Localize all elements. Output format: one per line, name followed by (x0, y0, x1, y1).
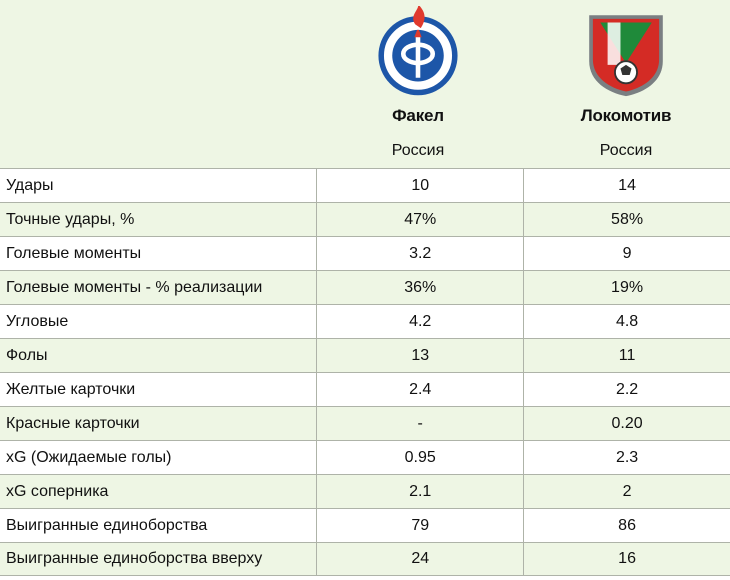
stat-label: Угловые (6, 312, 69, 330)
stat-label: Удары (6, 176, 54, 194)
stat-label: xG соперника (6, 482, 109, 500)
stat-value-lokomotiv: 16 (523, 543, 730, 575)
table-row: Удары 10 14 (0, 168, 730, 202)
stat-label: Точные удары, % (6, 210, 135, 228)
stat-value-lokomotiv: 2.3 (523, 441, 730, 474)
stat-label: Желтые карточки (6, 380, 136, 398)
table-row: xG (Ожидаемые голы) 0.95 2.3 (0, 440, 730, 474)
team-column-lokomotiv: Локомотив Россия (526, 0, 726, 168)
table-row: xG соперника 2.1 2 (0, 474, 730, 508)
table-row: Фолы 13 11 (0, 338, 730, 372)
stat-label: Выигранные единоборства вверху (6, 550, 263, 567)
stat-label: Фолы (6, 346, 48, 364)
team-country-fakel: Россия (391, 142, 445, 159)
stat-value-lokomotiv: 0.20 (523, 407, 730, 440)
stat-value-lokomotiv: 14 (523, 169, 730, 202)
table-row: Выигранные единоборства 79 86 (0, 508, 730, 542)
table-row: Точные удары, % 47% 58% (0, 202, 730, 236)
stat-value-fakel: 13 (316, 339, 523, 372)
stat-value-lokomotiv: 86 (523, 509, 730, 542)
table-header: Факел Россия Локомотив Россия (0, 0, 730, 168)
stat-value-lokomotiv: 58% (523, 203, 730, 236)
stat-value-fakel: 10 (316, 169, 523, 202)
table-row: Угловые 4.2 4.8 (0, 304, 730, 338)
stat-value-lokomotiv: 9 (523, 237, 730, 270)
table-row: Голевые моменты 3.2 9 (0, 236, 730, 270)
stat-label: Голевые моменты (6, 244, 142, 262)
stat-value-fakel: 2.4 (316, 373, 523, 406)
stat-value-lokomotiv: 11 (523, 339, 730, 372)
stat-value-fakel: 4.2 (316, 305, 523, 338)
table-row: Желтые карточки 2.4 2.2 (0, 372, 730, 406)
stat-value-fakel: 2.1 (316, 475, 523, 508)
team-name-fakel: Факел (392, 106, 444, 125)
stat-label: Красные карточки (6, 414, 140, 432)
stat-value-fakel: 24 (316, 543, 523, 575)
stat-value-lokomotiv: 4.8 (523, 305, 730, 338)
stat-label: Выигранные единоборства (6, 516, 208, 534)
stats-rows: Удары 10 14 Точные удары, % 47% 58% Голе… (0, 168, 730, 576)
stat-value-fakel: 3.2 (316, 237, 523, 270)
table-row: Выигранные единоборства вверху 24 16 (0, 542, 730, 576)
stat-value-fakel: - (316, 407, 523, 440)
stat-value-lokomotiv: 19% (523, 271, 730, 304)
stat-value-lokomotiv: 2 (523, 475, 730, 508)
stat-value-fakel: 47% (316, 203, 523, 236)
team-name-lokomotiv: Локомотив (580, 106, 672, 125)
stat-label: Голевые моменты - % реализации (6, 278, 263, 296)
stat-value-fakel: 0.95 (316, 441, 523, 474)
stat-value-fakel: 79 (316, 509, 523, 542)
lokomotiv-crest-icon (589, 15, 663, 97)
team-country-lokomotiv: Россия (599, 142, 653, 159)
table-row: Голевые моменты - % реализации 36% 19% (0, 270, 730, 304)
fakel-crest-icon (378, 6, 458, 96)
stat-value-lokomotiv: 2.2 (523, 373, 730, 406)
stat-value-fakel: 36% (316, 271, 523, 304)
table-row: Красные карточки - 0.20 (0, 406, 730, 440)
stat-label: xG (Ожидаемые голы) (6, 448, 172, 466)
team-column-fakel: Факел Россия (318, 0, 518, 168)
